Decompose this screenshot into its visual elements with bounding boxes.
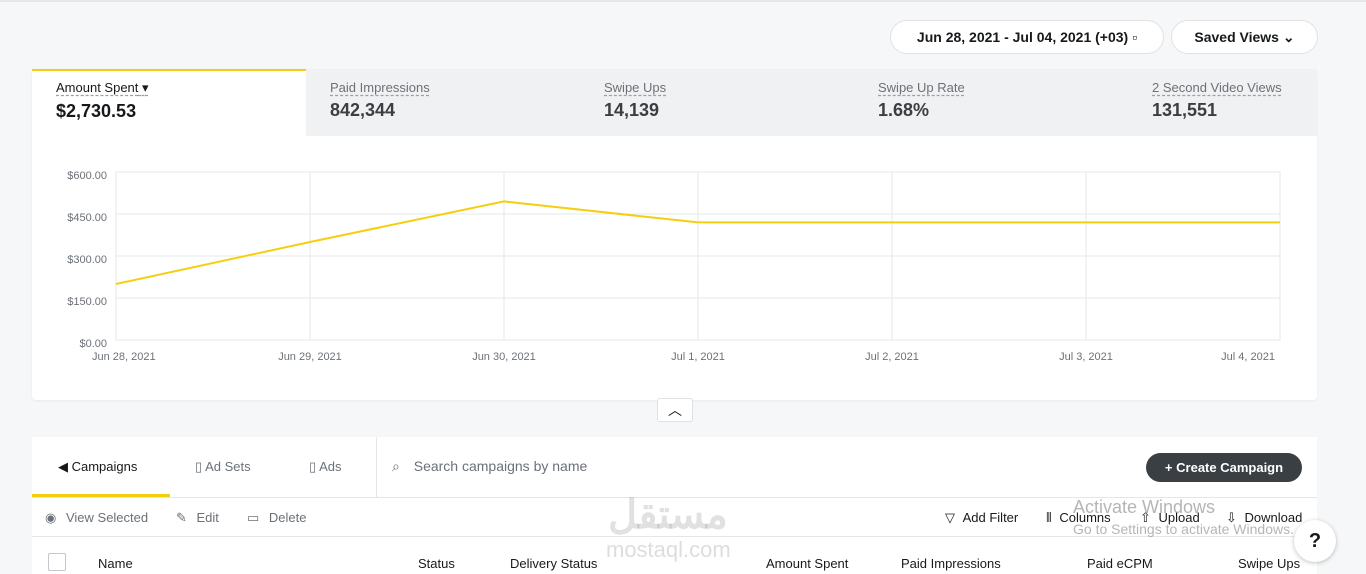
date-range: Jun 28, 2021 - Jul 04, 2021 (+03) (916, 29, 1129, 45)
x-tick-label: Jul 4, 2021 (1221, 351, 1275, 363)
metric-tab[interactable]: Paid Impressions 842,344 (330, 80, 430, 121)
tool-label: Columns (1059, 510, 1111, 525)
chart: $0.00 $150.00 $300.00 $450.00 $600.00 Jun 28,… (67, 170, 1281, 363)
watermark: مستقل (608, 493, 728, 537)
x-tick-label: Jul 1, 2021 (671, 351, 725, 363)
tool[interactable]: ⇧ Upload (1140, 510, 1200, 525)
saved-views: Saved Views (1194, 29, 1279, 45)
table-tab[interactable]: ▯ Ad Sets (195, 459, 251, 474)
saved-views-button[interactable]: Saved Views ⌄ (1171, 20, 1318, 54)
metric-value: 1.68% (878, 100, 930, 120)
action[interactable]: ◉ View Selected (45, 510, 149, 525)
metric-tab[interactable]: Swipe Ups 14,139 (604, 80, 666, 121)
column-header[interactable]: Paid eCPM (1087, 556, 1153, 571)
watermark-url: mostaql.com (606, 537, 731, 562)
search-box[interactable]: ⌕ Search campaigns by name (392, 458, 588, 474)
tool-label: Download (1244, 510, 1303, 525)
column-header[interactable]: Paid Impressions (901, 556, 1001, 571)
y-tick-label: $150.00 (67, 296, 107, 308)
metric-label: Swipe Ups (604, 80, 667, 95)
column-header[interactable]: Status (418, 556, 455, 571)
y-tick-label: $600.00 (67, 170, 107, 182)
tool[interactable]: ⦀ Columns (1046, 510, 1111, 525)
action[interactable]: ✎ Edit (176, 510, 219, 525)
x-tick-label: Jul 2, 2021 (865, 351, 919, 363)
table-tab[interactable]: ◀ Campaigns (58, 459, 138, 474)
tab-label: Campaigns (71, 459, 138, 474)
y-tick-label: $0.00 (79, 338, 107, 350)
table-tab[interactable]: ▯ Ads (309, 459, 342, 474)
active-tab-indicator (32, 69, 306, 71)
activate-title: Activate Windows (1073, 497, 1216, 517)
action-label: Delete (268, 510, 307, 525)
metric-tab[interactable]: Swipe Up Rate 1.68% (878, 80, 965, 121)
metric-value: 14,139 (604, 100, 660, 120)
y-tick-label: $300.00 (67, 254, 107, 266)
date-range-button[interactable]: Jun 28, 2021 - Jul 04, 2021 (+03) ▫ (890, 20, 1164, 54)
metric-value: 131,551 (1152, 100, 1218, 120)
tab-label: Ads (319, 459, 342, 474)
create-campaign-button[interactable]: + Create Campaign (1146, 453, 1302, 482)
tab-label: Ad Sets (205, 459, 251, 474)
metric-value: $2,730.53 (56, 101, 137, 121)
top-bar (0, 0, 1366, 2)
tool-label: Upload (1158, 510, 1200, 525)
column-header[interactable]: Amount Spent (766, 556, 849, 571)
tool-label: Add Filter (962, 510, 1019, 525)
tool[interactable]: ⇩ Download (1226, 510, 1303, 525)
column-header[interactable]: Name (98, 556, 133, 571)
tool[interactable]: ▽ Add Filter (945, 510, 1019, 525)
metric-tab[interactable]: 2 Second Video Views 131,551 (1152, 80, 1282, 121)
metric-tab[interactable]: Amount Spent ▾ $2,730.53 (56, 80, 149, 122)
x-tick-label: Jun 28, 2021 (92, 351, 156, 363)
divider (32, 497, 1317, 498)
metric-label-text: Amount Spent (56, 80, 139, 95)
metric-label: 2 Second Video Views (1152, 80, 1282, 95)
select-all-checkbox[interactable] (48, 553, 66, 571)
help-button[interactable]: ? (1294, 520, 1336, 562)
metric-label: Swipe Up Rate (878, 80, 965, 95)
divider (32, 536, 1317, 537)
action[interactable]: ▭ Delete (247, 510, 307, 525)
metric-value: 842,344 (330, 100, 396, 120)
line (115, 200, 1280, 285)
active-tab-indicator (32, 494, 170, 497)
column-header[interactable]: Swipe Ups (1238, 556, 1301, 571)
metric-label: Paid Impressions (330, 80, 430, 95)
table-card (32, 437, 1317, 574)
activate-text: Go to Settings to activate Windows. (1073, 521, 1294, 537)
metric-tabs-bg (306, 69, 1317, 136)
divider (376, 437, 377, 497)
collapse-button[interactable]: ︿ (657, 398, 693, 422)
action-label: View Selected (65, 510, 149, 525)
metric-label: Amount Spent ▾ (56, 80, 149, 95)
column-header[interactable]: Delivery Status (510, 556, 598, 571)
x-tick-label: Jun 29, 2021 (278, 351, 342, 363)
x-tick-label: Jul 3, 2021 (1059, 351, 1113, 363)
search-placeholder: Search campaigns by name (413, 458, 588, 474)
action-label: Edit (196, 510, 219, 525)
y-tick-label: $450.00 (67, 212, 107, 224)
button-label: Create Campaign (1176, 460, 1284, 475)
x-tick-label: Jun 30, 2021 (472, 351, 536, 363)
